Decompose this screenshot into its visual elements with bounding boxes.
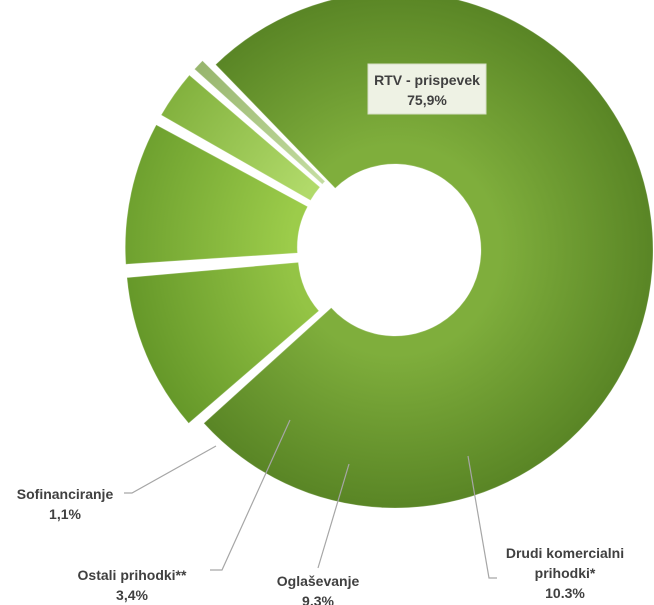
label-ostali-line2: 3,4% bbox=[116, 587, 148, 603]
label-rtv-value: 75,9% bbox=[407, 92, 447, 108]
label-oglasevanje-line1: Oglaševanje bbox=[277, 573, 360, 589]
slices-group bbox=[124, 0, 654, 509]
leader-line-oglasevanje bbox=[317, 463, 350, 569]
label-sofinanciranje-line2: 1,1% bbox=[49, 506, 81, 522]
label-oglasevanje-line2: 9.3% bbox=[302, 593, 334, 605]
label-sofinanciranje-line1: Sofinanciranje bbox=[17, 486, 114, 502]
label-drudi-line2: prihodki* bbox=[535, 565, 596, 581]
label-drudi-line1: Drudi komercialni bbox=[506, 545, 624, 561]
label-rtv-name: RTV - prispevek bbox=[374, 72, 480, 88]
label-drudi-line3: 10.3% bbox=[545, 585, 585, 601]
leader-line-sofinanciranje bbox=[124, 445, 217, 494]
leader-line-ostali bbox=[210, 419, 291, 571]
leader-lines-group bbox=[124, 419, 497, 579]
label-ostali-line1: Ostali prihodki** bbox=[78, 567, 187, 583]
slice-4 bbox=[193, 59, 326, 185]
slice-3 bbox=[160, 74, 321, 202]
slice-0 bbox=[203, 0, 654, 509]
label-box-rtv bbox=[367, 63, 487, 115]
leader-line-drudi bbox=[467, 455, 497, 579]
slice-1 bbox=[126, 261, 320, 424]
slice-2 bbox=[124, 124, 309, 265]
labels-group: RTV - prispevek 75,9% Drudi komercialni pri… bbox=[17, 63, 624, 605]
